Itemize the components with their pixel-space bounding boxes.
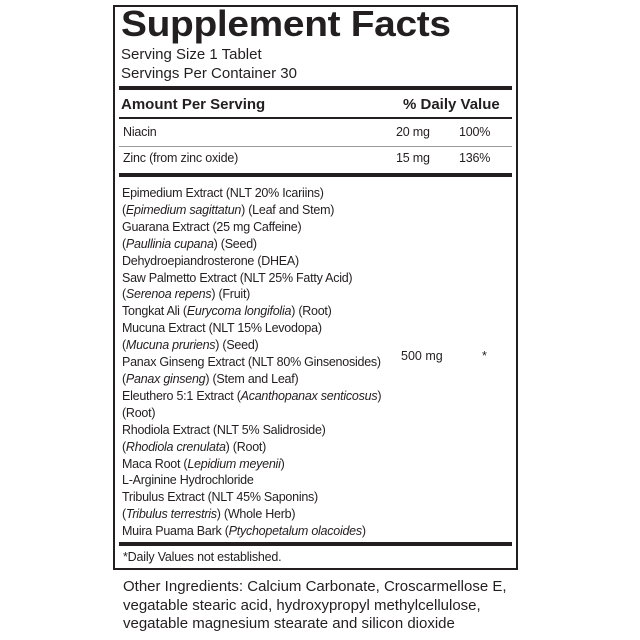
divider-thick [119,173,512,177]
ingredient-text: Eleuthero 5:1 Extract ( [122,388,241,403]
blend-ingredient-line: (Panax ginseng) (Stem and Leaf) [122,371,381,388]
ingredient-text: ) (Seed) [213,236,257,251]
blend-ingredient-line: Saw Palmetto Extract (NLT 25% Fatty Acid… [122,270,381,287]
nutrient-dv: 136% [459,151,491,165]
ingredient-text: Rhodiola Extract (NLT 5% Salidroside) [122,422,326,437]
botanical-name: Rhodiola crenulata [125,439,226,454]
ingredient-text: ( [122,439,126,454]
ingredient-text: Dehydroepiandrosterone (DHEA) [122,253,299,268]
blend-ingredient-line: Guarana Extract (25 mg Caffeine) [122,219,381,236]
blend-ingredient-line: Tongkat Ali (Eurycoma longifolia) (Root) [122,303,381,320]
ingredient-text: Saw Palmetto Extract (NLT 25% Fatty Acid… [122,270,353,285]
ingredient-text: ) (Leaf and Stem) [241,202,335,217]
botanical-name: Tribulus terrestris [125,507,217,522]
botanical-name: Epimedium sagittatun [125,202,242,217]
botanical-name: Mucuna pruriens [125,338,216,353]
amount-per-serving-header: Amount Per Serving [121,96,266,113]
ingredient-text: ) [280,456,285,471]
proprietary-blend-list: Epimedium Extract (NLT 20% Icariins) (Epi… [122,185,382,540]
blend-ingredient-line: Mucuna Extract (NLT 15% Levodopa) [122,320,381,337]
blend-daily-value: * [482,349,487,363]
nutrient-amount: 20 mg [396,125,430,139]
blend-ingredient-line: Maca Root (Lepidium meyenii) [122,456,381,473]
divider-thick [119,86,512,90]
blend-ingredient-line: Eleuthero 5:1 Extract (Acanthopanax sent… [122,388,382,405]
botanical-name: Ptychopetalum olacoides [228,524,362,539]
other-ingredients: Other Ingredients: Calcium Carbonate, Cr… [123,578,507,632]
ingredient-text: Panax Ginseng Extract (NLT 80% Ginsenosi… [122,355,381,370]
ingredient-text: L-Arginine Hydrochloride [122,473,254,488]
ingredient-text: ) (Fruit) [211,287,251,302]
ingredient-text: ) (Whole Herb) [216,507,296,522]
botanical-name: Lepidium meyenii [187,456,281,471]
blend-ingredient-line: (Root) [122,405,381,422]
botanical-name: Paullinia cupana [125,236,214,251]
ingredient-text: ( [122,507,126,522]
panel-title: Supplement Facts [121,3,451,44]
ingredient-text: ) (Root) [225,439,267,454]
ingredient-text: ) [377,388,382,403]
blend-ingredient-line: Panax Ginseng Extract (NLT 80% Ginsenosi… [122,354,381,371]
ingredient-text: ) [361,524,366,539]
ingredient-text: ( [122,338,126,353]
ingredient-text: Maca Root ( [122,456,188,471]
supplement-facts-panel: Supplement Facts Serving Size 1 Tablet S… [113,3,518,570]
ingredient-text: ( [122,236,126,251]
botanical-name: Serenoa repens [125,287,212,302]
ingredient-text: Tongkat Ali ( [122,304,187,319]
nutrient-amount: 15 mg [396,151,430,165]
botanical-name: Acanthopanax senticosus [240,388,378,403]
ingredient-text: Tribulus Extract (NLT 45% Saponins) [122,490,318,505]
ingredient-text: Mucuna Extract (NLT 15% Levodopa) [122,321,322,336]
nutrient-name: Zinc (from zinc oxide) [123,151,239,165]
blend-ingredient-line: Rhodiola Extract (NLT 5% Salidroside) [122,422,381,439]
blend-ingredient-line: (Tribulus terrestris) (Whole Herb) [122,506,381,523]
blend-ingredient-line: (Serenoa repens) (Fruit) [122,286,381,303]
ingredient-text: Guarana Extract (25 mg Caffeine) [122,219,302,234]
blend-ingredient-line: (Rhodiola crenulata) (Root) [122,439,381,456]
ingredient-text: ( [122,371,126,386]
nutrient-name: Niacin [123,125,157,139]
blend-ingredient-line: (Paullinia cupana) (Seed) [122,236,381,253]
blend-ingredient-line: (Mucuna pruriens) (Seed) [122,337,381,354]
ingredient-text: Epimedium Extract (NLT 20% Icariins) [122,186,324,200]
ingredient-text: Muira Puama Bark ( [122,524,229,539]
botanical-name: Panax ginseng [125,371,206,386]
blend-ingredient-line: Muira Puama Bark (Ptychopetalum olacoide… [122,523,381,540]
ingredient-text: ( [122,202,126,217]
divider-thick [119,542,512,546]
daily-value-header: % Daily Value [403,96,500,113]
blend-ingredient-line: Dehydroepiandrosterone (DHEA) [122,253,381,270]
serving-size: Serving Size 1 Tablet [121,46,262,63]
ingredient-text: (Root) [122,405,156,420]
blend-ingredient-line: Tribulus Extract (NLT 45% Saponins) [122,489,381,506]
blend-ingredient-line: (Epimedium sagittatun) (Leaf and Stem) [122,202,381,219]
divider-thin [119,146,512,147]
ingredient-text: ( [122,287,126,302]
ingredient-text: ) (Root) [291,304,332,319]
blend-ingredient-line: Epimedium Extract (NLT 20% Icariins) [122,185,381,202]
ingredient-text: ) (Seed) [215,338,259,353]
nutrient-dv: 100% [459,125,491,139]
footnote: *Daily Values not established. [123,550,282,564]
blend-amount: 500 mg [401,349,443,363]
divider [119,117,512,119]
blend-ingredient-line: L-Arginine Hydrochloride [122,472,381,489]
ingredient-text: ) (Stem and Leaf) [205,371,299,386]
botanical-name: Eurycoma longifolia [186,304,292,319]
servings-per-container: Servings Per Container 30 [121,65,297,82]
